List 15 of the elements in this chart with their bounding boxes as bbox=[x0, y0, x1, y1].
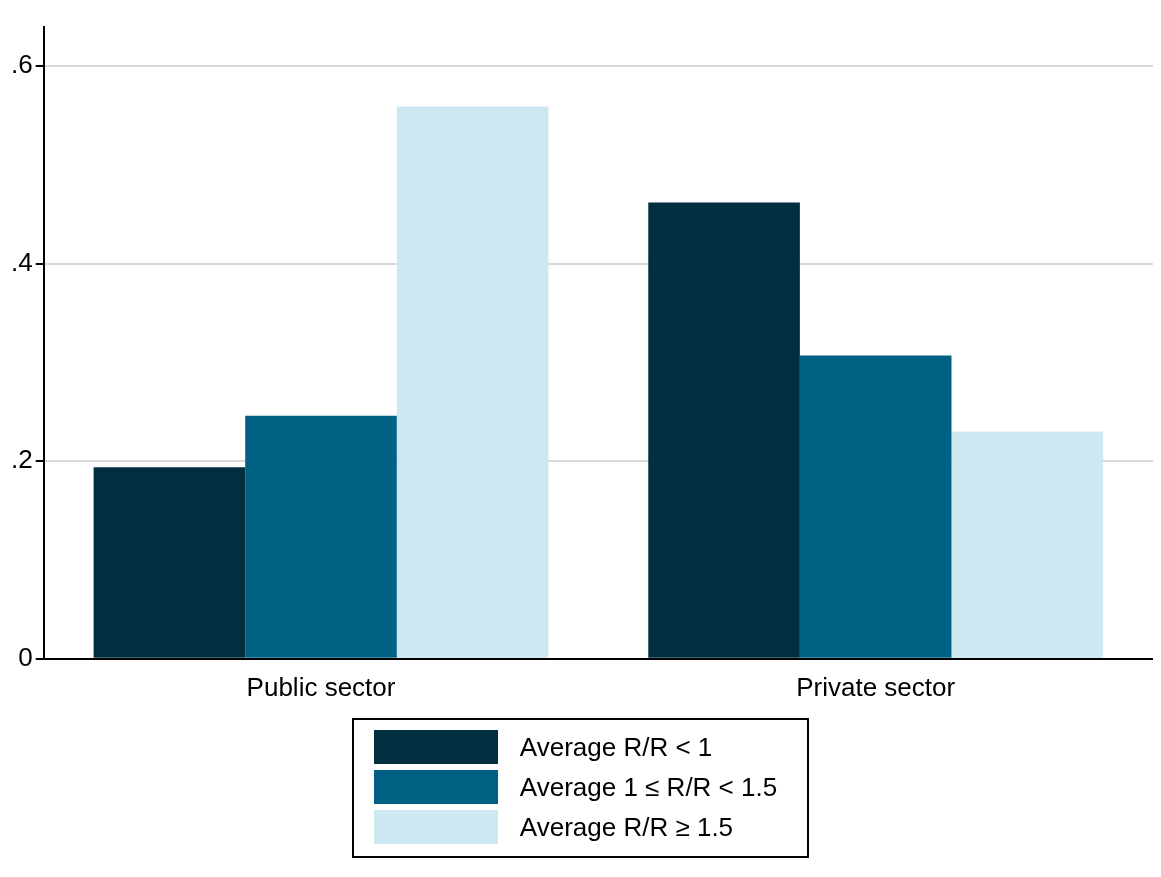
bar bbox=[396, 106, 549, 658]
bar bbox=[93, 467, 246, 658]
legend-label: Average R/R ≥ 1.5 bbox=[519, 811, 734, 843]
bar bbox=[799, 355, 952, 658]
y-tick-label: .2 bbox=[11, 444, 33, 475]
x-tick-label: Public sector bbox=[246, 671, 396, 702]
y-tick-label: .4 bbox=[11, 246, 33, 277]
y-tick-label: 0 bbox=[18, 641, 33, 672]
bar bbox=[648, 202, 800, 658]
legend-label: Average R/R < 1 bbox=[519, 731, 713, 763]
legend-label: Average 1 ≤ R/R < 1.5 bbox=[519, 771, 778, 803]
bar bbox=[245, 415, 397, 658]
bar bbox=[951, 431, 1104, 658]
y-tick-label: .6 bbox=[11, 49, 33, 80]
x-tick-label: Private sector bbox=[796, 671, 956, 702]
